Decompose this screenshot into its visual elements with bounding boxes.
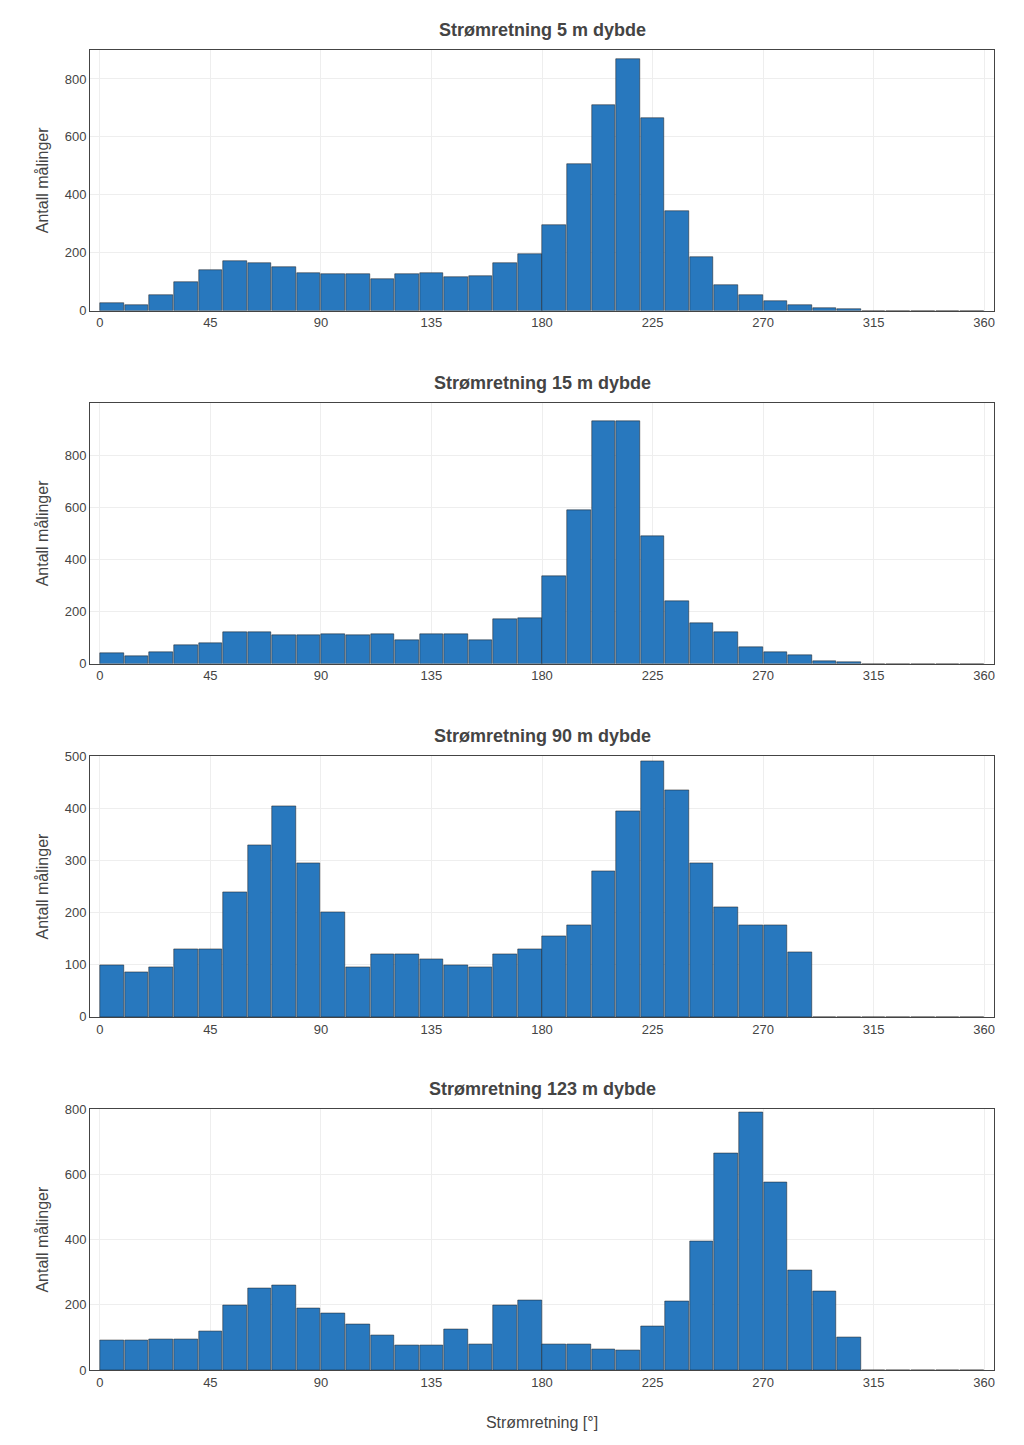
svg-text:0: 0 — [79, 303, 86, 318]
svg-text:315: 315 — [863, 1022, 885, 1037]
svg-text:225: 225 — [642, 668, 664, 683]
svg-text:360: 360 — [973, 315, 995, 330]
svg-text:400: 400 — [65, 187, 87, 202]
svg-text:Antall målinger: Antall målinger — [34, 480, 51, 587]
svg-text:135: 135 — [421, 1375, 443, 1390]
svg-text:90: 90 — [314, 1022, 328, 1037]
svg-text:45: 45 — [203, 1375, 217, 1390]
svg-text:Strømretning 123 m dybde: Strømretning 123 m dybde — [429, 1079, 656, 1099]
svg-text:800: 800 — [65, 448, 87, 463]
svg-text:200: 200 — [65, 905, 87, 920]
svg-text:300: 300 — [65, 853, 87, 868]
svg-text:180: 180 — [531, 1022, 553, 1037]
svg-text:200: 200 — [65, 245, 87, 260]
svg-text:0: 0 — [96, 1375, 103, 1390]
svg-text:Antall målinger: Antall målinger — [34, 833, 51, 940]
svg-text:225: 225 — [642, 315, 664, 330]
svg-text:Strømretning 90 m dybde: Strømretning 90 m dybde — [434, 726, 651, 746]
svg-text:Strømretning [°]: Strømretning [°] — [486, 1414, 598, 1431]
svg-text:800: 800 — [65, 72, 87, 87]
svg-text:270: 270 — [752, 1375, 774, 1390]
svg-text:135: 135 — [421, 668, 443, 683]
svg-text:45: 45 — [203, 315, 217, 330]
svg-text:400: 400 — [65, 1232, 87, 1247]
svg-text:600: 600 — [65, 1167, 87, 1182]
svg-text:90: 90 — [314, 1375, 328, 1390]
svg-text:315: 315 — [863, 315, 885, 330]
svg-text:225: 225 — [642, 1375, 664, 1390]
svg-text:Strømretning 5 m dybde: Strømretning 5 m dybde — [439, 20, 646, 40]
svg-text:0: 0 — [96, 668, 103, 683]
svg-text:270: 270 — [752, 315, 774, 330]
svg-text:800: 800 — [65, 1102, 87, 1117]
svg-text:Antall målinger: Antall målinger — [34, 1186, 51, 1293]
svg-text:180: 180 — [531, 1375, 553, 1390]
svg-text:45: 45 — [203, 1022, 217, 1037]
svg-text:600: 600 — [65, 500, 87, 515]
svg-text:90: 90 — [314, 668, 328, 683]
svg-text:270: 270 — [752, 1022, 774, 1037]
svg-text:Strømretning 15 m dybde: Strømretning 15 m dybde — [434, 373, 651, 393]
svg-text:360: 360 — [973, 668, 995, 683]
svg-text:500: 500 — [65, 749, 87, 764]
svg-text:315: 315 — [863, 1375, 885, 1390]
svg-text:0: 0 — [79, 1363, 86, 1378]
svg-text:200: 200 — [65, 604, 87, 619]
svg-text:135: 135 — [421, 315, 443, 330]
svg-text:135: 135 — [421, 1022, 443, 1037]
svg-text:400: 400 — [65, 552, 87, 567]
svg-text:0: 0 — [79, 656, 86, 671]
svg-text:0: 0 — [96, 315, 103, 330]
svg-text:200: 200 — [65, 1297, 87, 1312]
svg-text:225: 225 — [642, 1022, 664, 1037]
svg-text:90: 90 — [314, 315, 328, 330]
svg-text:360: 360 — [973, 1375, 995, 1390]
svg-text:270: 270 — [752, 668, 774, 683]
svg-text:0: 0 — [96, 1022, 103, 1037]
svg-text:180: 180 — [531, 668, 553, 683]
svg-text:0: 0 — [79, 1009, 86, 1024]
svg-text:180: 180 — [531, 315, 553, 330]
svg-text:360: 360 — [973, 1022, 995, 1037]
svg-text:400: 400 — [65, 801, 87, 816]
svg-text:600: 600 — [65, 129, 87, 144]
svg-text:45: 45 — [203, 668, 217, 683]
svg-text:Antall målinger: Antall målinger — [34, 127, 51, 234]
svg-text:100: 100 — [65, 957, 87, 972]
svg-text:315: 315 — [863, 668, 885, 683]
